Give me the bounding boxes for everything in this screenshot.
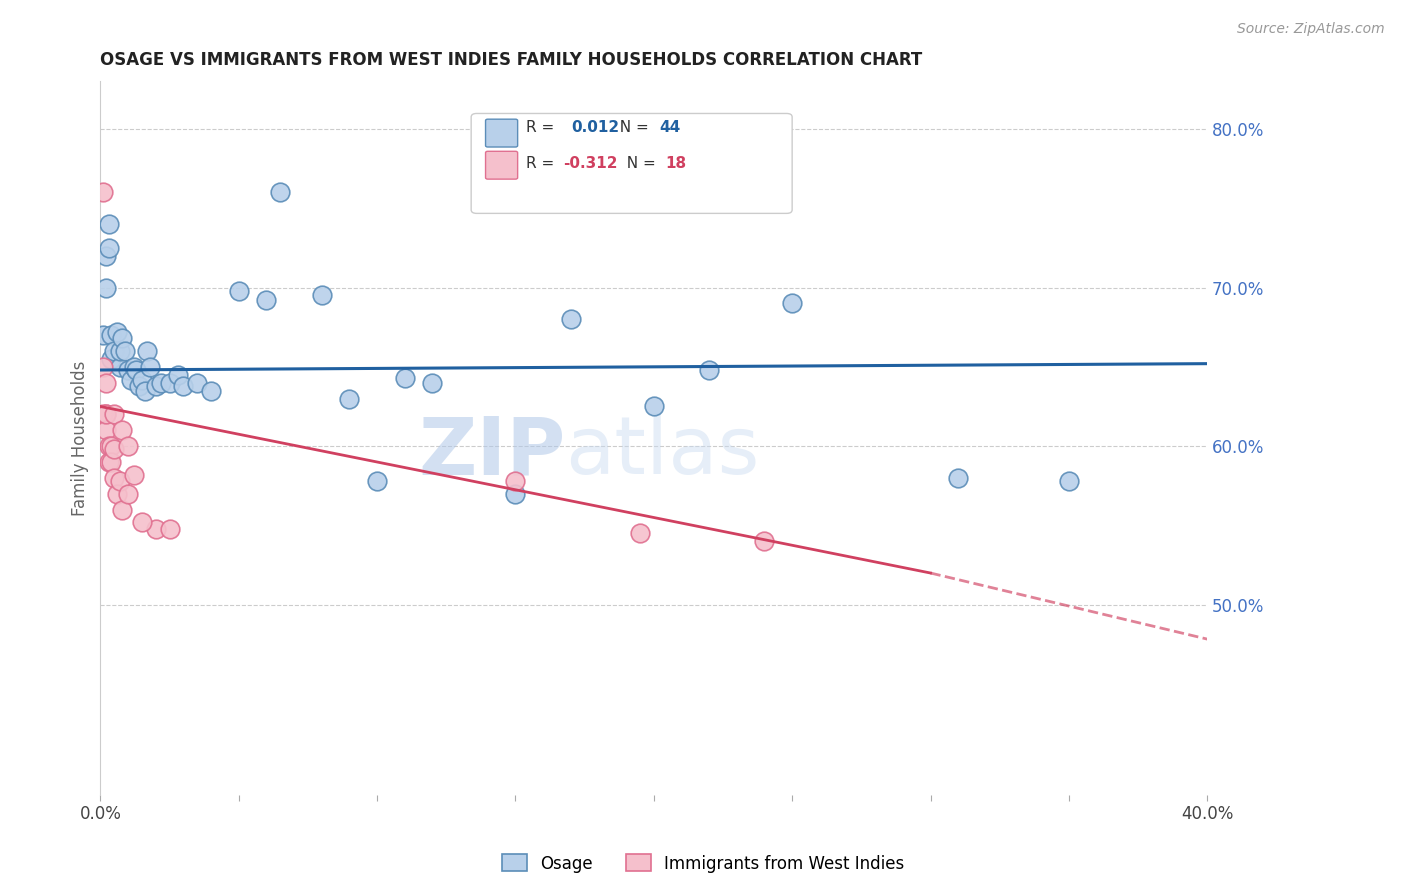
Point <box>228 284 250 298</box>
Point <box>94 376 117 390</box>
Text: 44: 44 <box>659 120 681 136</box>
Point <box>166 368 188 382</box>
Point <box>697 363 720 377</box>
Point <box>100 351 122 366</box>
Point <box>100 328 122 343</box>
Point <box>97 217 120 231</box>
Point <box>94 249 117 263</box>
Point <box>422 376 444 390</box>
Point <box>97 439 120 453</box>
Point <box>131 515 153 529</box>
Point <box>628 526 651 541</box>
Point <box>108 343 131 358</box>
Point <box>94 280 117 294</box>
Point <box>94 408 117 422</box>
Text: Source: ZipAtlas.com: Source: ZipAtlas.com <box>1237 22 1385 37</box>
Point <box>117 486 139 500</box>
Point <box>145 379 167 393</box>
Point <box>105 486 128 500</box>
Point <box>117 363 139 377</box>
Point <box>122 359 145 374</box>
Point <box>139 359 162 374</box>
Point <box>108 359 131 374</box>
Point <box>339 392 361 406</box>
Text: N =: N = <box>617 156 661 171</box>
Y-axis label: Family Households: Family Households <box>72 360 89 516</box>
Point <box>311 288 333 302</box>
Point <box>643 400 665 414</box>
Point <box>159 376 181 390</box>
Point <box>946 471 969 485</box>
Point <box>186 376 208 390</box>
Text: ZIP: ZIP <box>418 414 565 491</box>
Point <box>111 423 134 437</box>
Point <box>94 423 117 437</box>
FancyBboxPatch shape <box>485 120 517 147</box>
Point <box>111 331 134 345</box>
Point <box>125 363 148 377</box>
Point <box>754 534 776 549</box>
Point <box>150 376 173 390</box>
Point <box>91 359 114 374</box>
Point <box>159 522 181 536</box>
Point <box>200 384 222 398</box>
FancyBboxPatch shape <box>485 152 517 179</box>
Point <box>91 186 114 200</box>
FancyBboxPatch shape <box>471 113 792 213</box>
Point <box>172 379 194 393</box>
Point <box>103 408 125 422</box>
Point <box>105 325 128 339</box>
Point <box>120 372 142 386</box>
Text: 18: 18 <box>665 156 686 171</box>
Point <box>94 408 117 422</box>
Point <box>122 467 145 482</box>
Point <box>111 502 134 516</box>
Point <box>128 379 150 393</box>
Point <box>254 293 277 308</box>
Point <box>100 439 122 453</box>
Text: N =: N = <box>610 120 654 136</box>
Text: atlas: atlas <box>565 414 759 491</box>
Point <box>117 439 139 453</box>
Point <box>103 442 125 457</box>
Point <box>91 328 114 343</box>
Text: R =: R = <box>526 156 560 171</box>
Text: 0.012: 0.012 <box>571 120 619 136</box>
Point <box>269 186 291 200</box>
Point <box>394 371 416 385</box>
Text: -0.312: -0.312 <box>562 156 617 171</box>
Point <box>97 241 120 255</box>
Point <box>366 474 388 488</box>
Point <box>108 474 131 488</box>
Point <box>560 312 582 326</box>
Point <box>103 471 125 485</box>
Point <box>114 343 136 358</box>
Legend: Osage, Immigrants from West Indies: Osage, Immigrants from West Indies <box>495 847 911 880</box>
Point <box>91 408 114 422</box>
Point <box>103 343 125 358</box>
Point <box>136 343 159 358</box>
Text: OSAGE VS IMMIGRANTS FROM WEST INDIES FAMILY HOUSEHOLDS CORRELATION CHART: OSAGE VS IMMIGRANTS FROM WEST INDIES FAM… <box>100 51 922 69</box>
Point <box>131 372 153 386</box>
Text: R =: R = <box>526 120 560 136</box>
Point <box>780 296 803 310</box>
Point <box>100 455 122 469</box>
Point <box>97 455 120 469</box>
Point <box>505 486 527 500</box>
Point <box>145 522 167 536</box>
Point <box>505 474 527 488</box>
Point <box>134 384 156 398</box>
Point <box>1057 474 1080 488</box>
